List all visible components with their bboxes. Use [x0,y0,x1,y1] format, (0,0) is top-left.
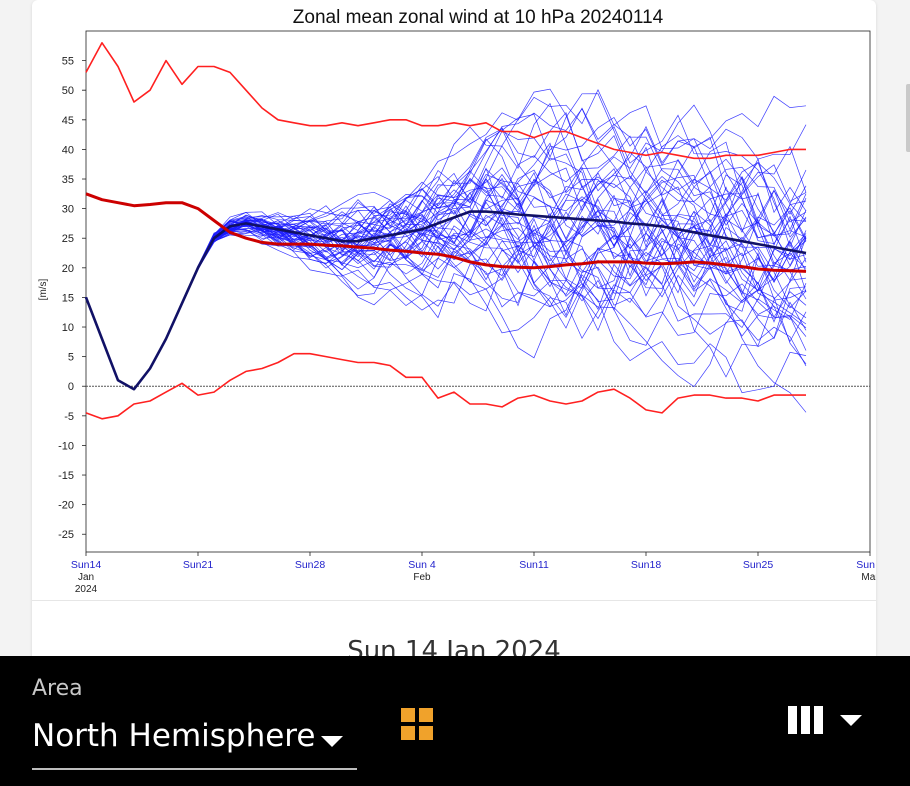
ensemble-member-line [85,210,807,390]
y-tick-label: -10 [58,440,74,452]
x-tick-label: Sun 3 [856,559,876,571]
column-bar [801,706,810,734]
chart-title: Zonal mean zonal wind at 10 hPa 20240114 [293,7,664,28]
card-divider [32,600,876,601]
grid-cell [419,726,433,740]
x-tick-sublabel: Jan [78,572,94,583]
x-tick-label: Sun18 [631,559,662,571]
ensemble-members [85,88,807,413]
chevron-down-icon [321,736,343,747]
y-tick-label: 25 [62,233,74,245]
x-tick-label: Sun14 [71,559,102,571]
ensemble-member-line [85,88,807,390]
y-tick-label: -5 [64,411,74,423]
y-tick-label: 10 [62,322,74,334]
y-tick-label: 45 [62,115,74,127]
ensemble-mean-line [84,210,807,391]
climatology-line [85,192,807,273]
y-tick-label: 20 [62,263,74,275]
y-tick-label: 30 [62,204,74,216]
grid-cell [419,708,433,722]
x-tick-label: Sun28 [295,559,326,571]
min-extreme-line [85,352,806,420]
y-tick-label: -20 [58,500,74,512]
ensemble-member-line [85,107,807,390]
chart-svg: Zonal mean zonal wind at 10 hPa 20240114… [38,7,876,595]
chart-card: Zonal mean zonal wind at 10 hPa 20240114… [32,0,876,680]
area-select[interactable]: North Hemisphere [32,710,357,770]
y-tick-label: -25 [58,529,74,541]
x-tick-sublabel: Feb [413,572,431,583]
ensemble-member-line [85,170,807,390]
bottom-toolbar [0,656,910,786]
y-tick-label: 50 [62,85,74,97]
grid-cell [401,708,415,722]
x-tick-label: Sun11 [519,559,549,571]
y-tick-label: -15 [58,470,74,482]
y-tick-label: 0 [68,381,74,393]
x-tick-sublabel: Mar [861,572,876,583]
side-panel-handle[interactable] [906,84,910,152]
grid-cell [401,726,415,740]
ensemble-member-line [85,176,807,390]
area-label: Area [32,676,83,701]
ensemble-member-line [85,223,807,390]
y-tick-label: 40 [62,144,74,156]
layout-dropdown-icon[interactable] [840,715,862,726]
columns-icon[interactable] [788,706,824,734]
x-tick-year: 2024 [75,584,98,595]
y-tick-label: 55 [62,56,74,68]
y-axis-label: [m/s] [38,278,49,300]
column-bar [788,706,797,734]
area-select-value: North Hemisphere [32,718,316,754]
y-tick-label: 15 [62,292,74,304]
x-tick-label: Sun 4 [408,559,436,571]
grid-view-icon[interactable] [401,708,433,740]
plot-frame [85,30,871,553]
y-tick-label: 5 [68,352,74,364]
x-tick-label: Sun25 [743,559,774,571]
max-extreme-line [85,41,806,160]
column-bar [814,706,823,734]
y-tick-label: 35 [62,174,74,186]
x-tick-label: Sun21 [183,559,214,571]
ensemble-member-line [85,88,807,390]
ensemble-member-line [85,158,807,390]
ensemble-member-line [85,112,807,390]
